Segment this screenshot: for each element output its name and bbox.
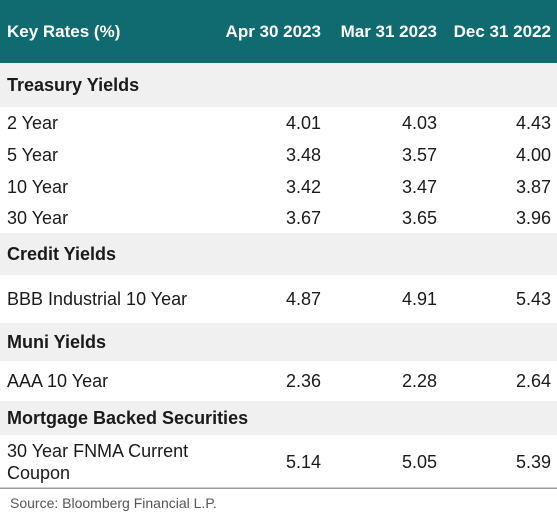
row-value: 5.05: [401, 451, 437, 472]
row-value: 3.47: [401, 176, 437, 197]
row-label: 2 Year: [7, 113, 59, 133]
section-title: Mortgage Backed Securities: [0, 401, 557, 435]
row-label: 30 Year FNMA Current Coupon: [7, 441, 189, 483]
section-title: Muni Yields: [0, 323, 557, 361]
row-value: 2.36: [285, 370, 321, 391]
table-row: 30 Year 3.67 3.65 3.96: [0, 203, 557, 233]
row-label: 5 Year: [7, 145, 59, 165]
row-value: 3.87: [515, 176, 551, 197]
row-value: 3.96: [515, 207, 551, 228]
table-row: BBB Industrial 10 Year 4.87 4.91 5.43: [0, 275, 557, 323]
row-label: AAA 10 Year: [7, 371, 109, 391]
table-row: AAA 10 Year 2.36 2.28 2.64: [0, 361, 557, 401]
section-title: Treasury Yields: [0, 63, 557, 107]
table-header: Key Rates (%) Apr 30 2023 Mar 31 2023 De…: [0, 0, 557, 63]
table-row: 10 Year 3.42 3.47 3.87: [0, 171, 557, 203]
row-label: 30 Year: [7, 208, 69, 228]
row-value: 3.48: [285, 144, 321, 165]
row-value: 5.14: [285, 451, 321, 472]
table-row: 30 Year FNMA Current Coupon 5.14 5.05 5.…: [0, 435, 557, 489]
row-value: 5.43: [515, 288, 551, 309]
table-row: 2 Year 4.01 4.03 4.43: [0, 107, 557, 139]
header-col-apr-2023: Apr 30 2023: [225, 21, 321, 41]
section-title: Credit Yields: [0, 233, 557, 275]
table-row: 5 Year 3.48 3.57 4.00: [0, 139, 557, 171]
divider: [0, 487, 557, 488]
row-label: 10 Year: [7, 177, 69, 197]
header-col-mar-2023: Mar 31 2023: [340, 21, 437, 41]
row-value: 4.91: [401, 288, 437, 309]
header-col-dec-2022: Dec 31 2022: [453, 21, 551, 41]
row-value: 3.65: [401, 207, 437, 228]
source-note: Source: Bloomberg Financial L.P.: [0, 488, 557, 511]
row-value: 4.43: [515, 112, 551, 133]
key-rates-table: Key Rates (%) Apr 30 2023 Mar 31 2023 De…: [0, 0, 557, 489]
row-value: 4.00: [515, 144, 551, 165]
row-value: 4.03: [401, 112, 437, 133]
row-value: 4.87: [285, 288, 321, 309]
row-value: 5.39: [515, 451, 551, 472]
row-value: 2.64: [515, 370, 551, 391]
row-value: 3.57: [401, 144, 437, 165]
row-value: 4.01: [285, 112, 321, 133]
row-value: 3.42: [285, 176, 321, 197]
row-value: 2.28: [401, 370, 437, 391]
row-label: BBB Industrial 10 Year: [7, 289, 188, 309]
row-value: 3.67: [285, 207, 321, 228]
header-title: Key Rates (%): [7, 21, 121, 41]
